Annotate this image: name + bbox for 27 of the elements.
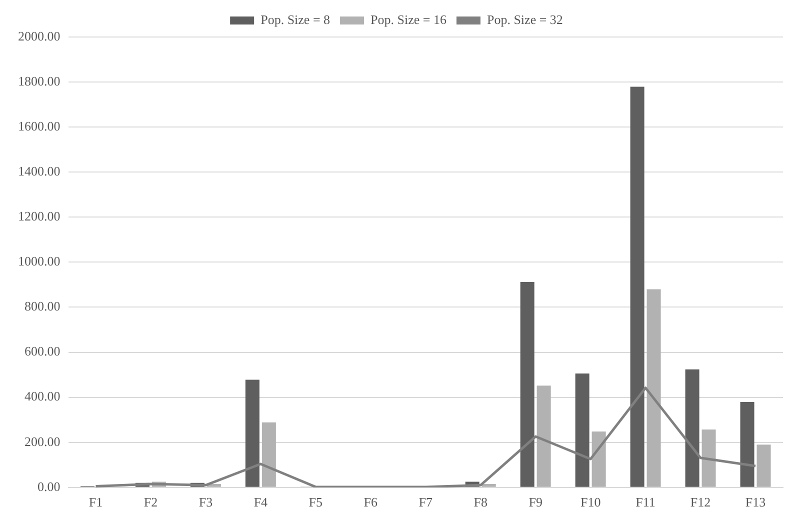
y-tick-label: 600.00 — [24, 344, 60, 359]
y-tick-label: 800.00 — [24, 298, 60, 314]
x-tick-label: F12 — [690, 494, 711, 510]
y-tick-label: 2000.00 — [18, 28, 60, 44]
x-tick-label: F7 — [418, 494, 433, 510]
x-tick-label: F5 — [308, 494, 323, 510]
y-tick-label: 400.00 — [24, 388, 60, 404]
x-tick-label: F3 — [198, 494, 213, 510]
x-tick-label: F11 — [636, 494, 656, 510]
x-tick-label: F6 — [364, 494, 378, 510]
x-tick-label: F10 — [580, 494, 601, 510]
legend-label: Pop. Size = 32 — [486, 12, 563, 27]
y-tick-label: 1000.00 — [18, 254, 60, 269]
y-tick-label: 1600.00 — [18, 118, 60, 134]
legend-label: Pop. Size = 8 — [260, 12, 330, 27]
y-tick-label: 200.00 — [24, 434, 60, 449]
x-tick-label: F4 — [254, 494, 268, 510]
y-tick-label: 1200.00 — [18, 208, 60, 224]
y-tick-label: 1400.00 — [18, 164, 60, 179]
x-tick-label: F2 — [144, 494, 158, 510]
x-tick-label: F8 — [474, 494, 488, 510]
x-tick-label: F13 — [745, 494, 766, 510]
x-tick-label: F1 — [88, 494, 103, 510]
x-tick-label: F9 — [528, 494, 542, 510]
y-tick-label: 0.00 — [38, 478, 60, 494]
legend-label: Pop. Size = 16 — [370, 12, 447, 27]
y-tick-label: 1800.00 — [18, 73, 60, 88]
